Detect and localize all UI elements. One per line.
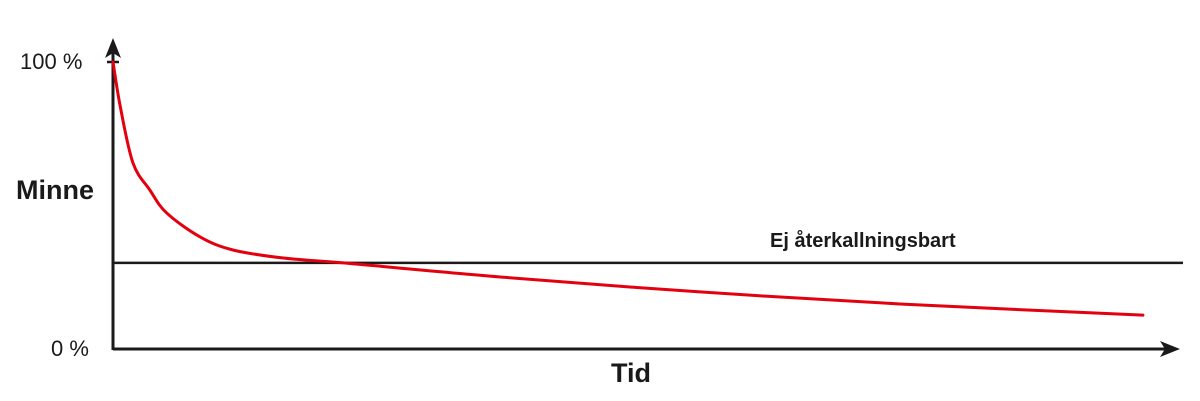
x-axis-label: Tid [611,358,651,388]
memory-curve-line [111,60,1145,317]
y-tick-100: 100 % [20,49,83,74]
y-axis-arrow-icon [105,38,121,58]
x-axis-arrow-icon [1160,341,1180,357]
y-tick-0: 0 % [51,336,89,361]
y-axis-label: Minne [16,175,94,205]
threshold-label: Ej återkallningsbart [770,230,956,252]
